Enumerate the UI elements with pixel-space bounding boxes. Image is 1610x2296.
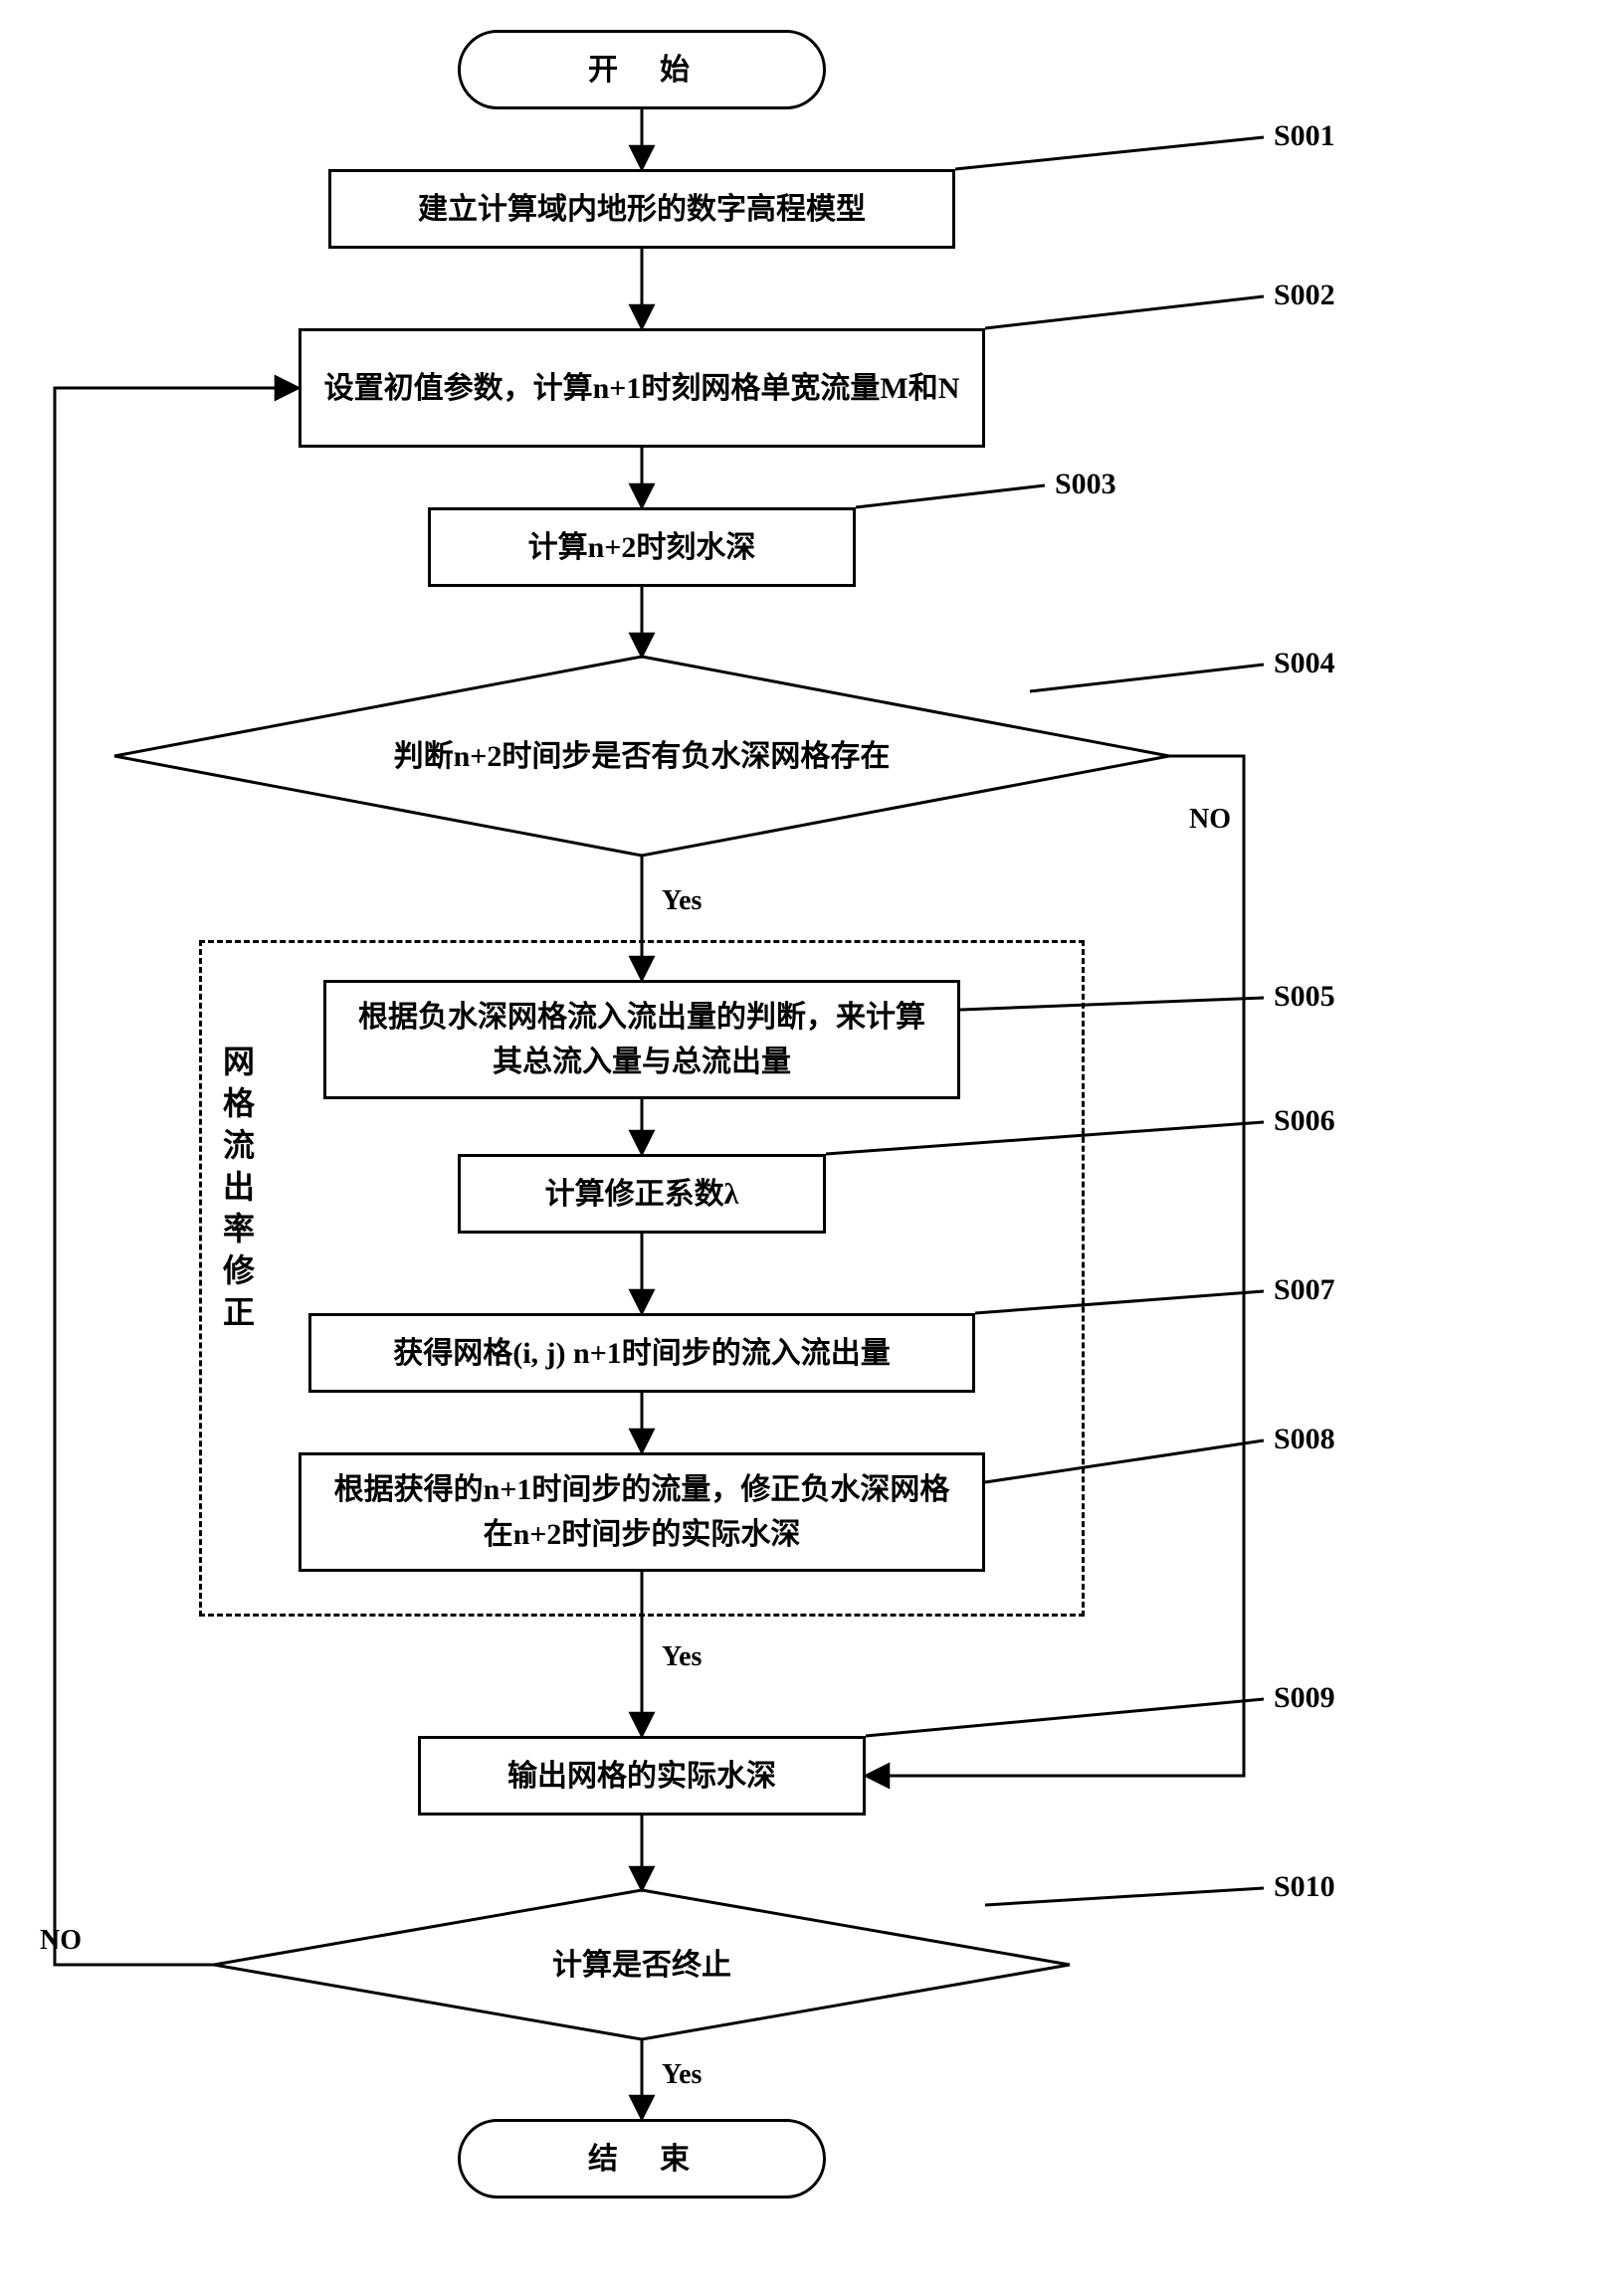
step-s008: 根据获得的n+1时间步的流量，修正负水深网格在n+2时间步的实际水深 xyxy=(299,1452,985,1572)
edge-dashed-yes: Yes xyxy=(662,1641,702,1673)
step-id-s003: S003 xyxy=(1055,468,1116,501)
step-s001-text: 建立计算域内地形的数字高程模型 xyxy=(418,187,866,232)
end-label: 结 束 xyxy=(588,2137,696,2182)
decision-s004-text: 判断n+2时间步是否有负水深网格存在 xyxy=(394,734,891,779)
step-s001: 建立计算域内地形的数字高程模型 xyxy=(328,169,955,249)
step-s007: 获得网格(i, j) n+1时间步的流入流出量 xyxy=(308,1313,975,1393)
edge-s004-no: NO xyxy=(1189,804,1231,836)
step-id-s004: S004 xyxy=(1274,647,1335,680)
step-id-s009: S009 xyxy=(1274,1681,1335,1715)
step-id-s001: S001 xyxy=(1274,119,1335,153)
group-correction-title: 网格流出率修正 xyxy=(214,1045,260,1337)
step-s006-text: 计算修正系数λ xyxy=(545,1172,739,1217)
step-s002-text: 设置初值参数，计算n+1时刻网格单宽流量M和N xyxy=(324,366,960,411)
edge-s010-no: NO xyxy=(40,1925,82,1957)
edge-s010-yes: Yes xyxy=(662,2059,702,2091)
step-s009-text: 输出网格的实际水深 xyxy=(507,1754,776,1799)
step-id-s006: S006 xyxy=(1274,1104,1335,1138)
step-s007-text: 获得网格(i, j) n+1时间步的流入流出量 xyxy=(393,1331,891,1376)
decision-s010-text: 计算是否终止 xyxy=(552,1943,731,1988)
step-s006: 计算修正系数λ xyxy=(458,1154,826,1234)
start-label: 开 始 xyxy=(588,48,696,93)
step-s008-text: 根据获得的n+1时间步的流量，修正负水深网格在n+2时间步的实际水深 xyxy=(321,1467,962,1557)
step-s003-text: 计算n+2时刻水深 xyxy=(528,525,756,570)
step-s005-text: 根据负水深网格流入流出量的判断，来计算其总流入量与总流出量 xyxy=(346,995,937,1084)
end-node: 结 束 xyxy=(458,2119,826,2199)
step-id-s005: S005 xyxy=(1274,980,1335,1014)
step-s002: 设置初值参数，计算n+1时刻网格单宽流量M和N xyxy=(299,328,985,448)
edge-s004-yes: Yes xyxy=(662,885,702,917)
step-s009: 输出网格的实际水深 xyxy=(418,1736,866,1816)
step-id-s010: S010 xyxy=(1274,1870,1335,1904)
step-s003: 计算n+2时刻水深 xyxy=(428,507,856,587)
decision-s010-text-wrap: 计算是否终止 xyxy=(398,1935,886,1995)
start-node: 开 始 xyxy=(458,30,826,109)
decision-s004-text-wrap: 判断n+2时间步是否有负水深网格存在 xyxy=(219,721,1065,791)
step-id-s007: S007 xyxy=(1274,1273,1335,1307)
step-id-s008: S008 xyxy=(1274,1423,1335,1456)
step-s005: 根据负水深网格流入流出量的判断，来计算其总流入量与总流出量 xyxy=(323,980,960,1099)
step-id-s002: S002 xyxy=(1274,279,1335,312)
